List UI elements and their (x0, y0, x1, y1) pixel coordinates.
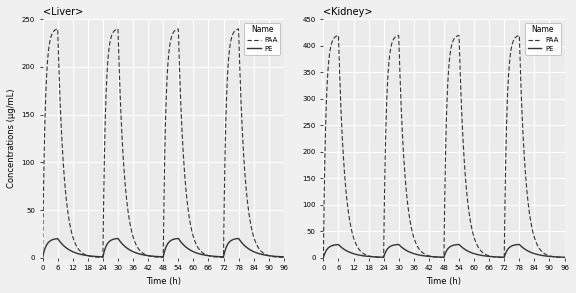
PE (516, 243, 523, 246)
Line: PE: PE (43, 239, 284, 257)
Line: PE: PE (323, 244, 564, 258)
PE (456, 243, 463, 247)
PE (348, 251, 355, 255)
PAA (55, 61, 62, 64)
PE (281, 255, 287, 259)
PAA (39, 256, 46, 259)
PE (67, 249, 74, 253)
PE (561, 255, 568, 259)
Y-axis label: Concentrations (μg/mL): Concentrations (μg/mL) (7, 89, 16, 188)
PAA (281, 256, 287, 259)
PE (39, 255, 46, 259)
PAA (485, 254, 492, 257)
PAA (67, 228, 74, 232)
PE (320, 256, 327, 259)
PAA (235, 27, 242, 31)
PE (336, 244, 343, 247)
PE (55, 238, 62, 242)
PE (204, 254, 211, 257)
PAA (175, 45, 182, 48)
PE (175, 237, 182, 241)
PE (147, 254, 154, 258)
Legend: PAA, PE: PAA, PE (244, 23, 281, 55)
PAA (348, 229, 355, 233)
PAA (516, 34, 523, 37)
PAA (238, 114, 245, 118)
PAA (320, 256, 327, 260)
PE (519, 246, 526, 249)
Text: <Liver>: <Liver> (43, 7, 83, 17)
PAA (147, 255, 154, 258)
PE (428, 255, 435, 258)
PE (485, 255, 492, 258)
PAA (336, 67, 343, 70)
PAA (456, 51, 463, 54)
PAA (428, 255, 435, 258)
Legend: PAA, PE: PAA, PE (525, 23, 561, 55)
X-axis label: Time (h): Time (h) (146, 277, 181, 286)
PE (235, 237, 242, 240)
PAA (561, 256, 568, 259)
Line: PAA: PAA (43, 29, 284, 258)
PAA (204, 254, 211, 257)
PAA (519, 118, 526, 122)
X-axis label: Time (h): Time (h) (426, 277, 461, 286)
PE (238, 241, 245, 244)
Text: <Kidney>: <Kidney> (323, 7, 373, 17)
Line: PAA: PAA (323, 35, 564, 258)
